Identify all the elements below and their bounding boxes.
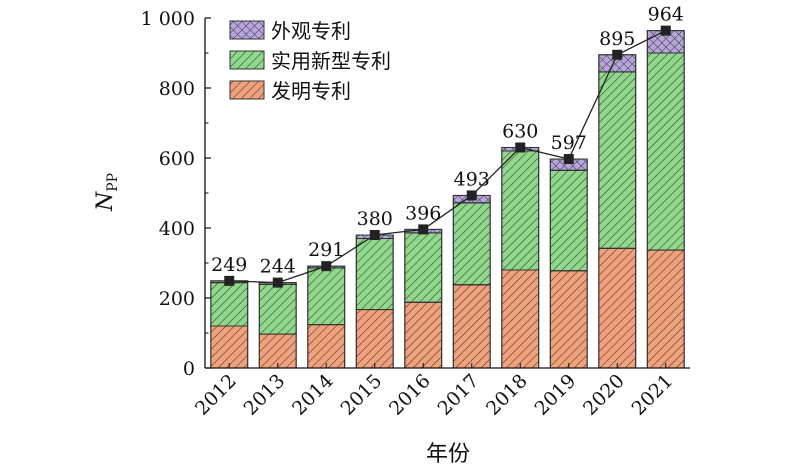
legend-item-design: 外观专利 (229, 19, 351, 43)
total-label-2021: 964 (648, 4, 684, 26)
y-tick-label-0: 0 (183, 358, 195, 380)
total-marker-2014 (321, 261, 332, 272)
bar-hatch-utility-2018 (501, 150, 540, 271)
bar-hatch-invention-2013 (258, 333, 297, 369)
bar-hatch-utility-2014 (307, 267, 346, 326)
x-tick-label-2015: 2015 (337, 370, 387, 420)
legend: 外观专利 实用新型专利 发明专利 (229, 19, 391, 103)
bar-hatch-invention-2012 (210, 325, 249, 369)
total-marker-2021 (660, 25, 671, 36)
bar-hatch-invention-2016 (404, 301, 443, 369)
bar-hatch-utility-2015 (355, 238, 394, 311)
y-tick-label-600: 600 (159, 148, 195, 170)
y-axis-title-main: N (93, 191, 118, 212)
legend-label-design: 外观专利 (271, 19, 351, 43)
bar-hatch-utility-2016 (404, 232, 443, 303)
total-label-2015: 380 (357, 208, 393, 230)
legend-item-utility: 实用新型专利 (229, 49, 391, 73)
bar-hatch-invention-2015 (355, 309, 394, 369)
x-axis-title: 年份 (426, 442, 470, 467)
legend-swatch-design-hatch (229, 20, 265, 40)
bar-hatch-invention-2021 (646, 249, 685, 369)
bar-hatch-invention-2017 (452, 284, 491, 369)
y-tick-label-400: 400 (159, 218, 195, 240)
bar-hatch-utility-2013 (258, 283, 297, 335)
total-marker-2018 (515, 142, 526, 153)
total-label-2018: 630 (502, 121, 538, 143)
legend-swatch-utility-hatch (229, 50, 265, 70)
x-tick-label-2012: 2012 (191, 370, 241, 420)
x-tick-label-2014: 2014 (288, 370, 338, 420)
bar-hatch-utility-2020 (598, 71, 637, 249)
bar-hatch-invention-2020 (598, 247, 637, 369)
legend-swatch-invention-hatch (229, 80, 265, 100)
total-label-2013: 244 (260, 256, 296, 278)
total-label-2017: 493 (454, 168, 490, 190)
total-marker-2019 (563, 154, 574, 165)
x-tick-label-2020: 2020 (579, 370, 629, 420)
x-tick-label-2013: 2013 (240, 370, 290, 420)
total-label-2019: 597 (551, 132, 587, 154)
bar-hatch-utility-2019 (549, 169, 588, 272)
legend-label-invention: 发明专利 (271, 79, 351, 103)
legend-label-utility: 实用新型专利 (271, 49, 391, 73)
x-tick-label-2018: 2018 (482, 370, 532, 420)
total-marker-2020 (612, 49, 623, 60)
bar-hatch-utility-2012 (210, 282, 249, 327)
y-axis-title-subscript: PP (105, 173, 121, 192)
y-tick-label-1000: 1 000 (141, 8, 195, 30)
legend-item-invention: 发明专利 (229, 79, 351, 103)
bar-hatch-invention-2018 (501, 269, 540, 369)
total-label-2012: 249 (211, 254, 247, 276)
x-tick-label-2017: 2017 (434, 370, 484, 420)
total-label-2020: 895 (599, 28, 635, 50)
total-marker-2013 (272, 277, 283, 288)
x-tick-label-2019: 2019 (531, 370, 581, 420)
total-marker-2015 (369, 230, 380, 240)
total-marker-2012 (224, 275, 235, 286)
total-marker-2016 (418, 224, 429, 235)
y-axis-title: NPP (93, 173, 121, 212)
x-tick-label-2021: 2021 (628, 370, 678, 420)
bar-hatch-invention-2019 (549, 270, 588, 369)
total-label-2014: 291 (308, 239, 344, 261)
y-tick-label-200: 200 (159, 288, 195, 310)
total-line (229, 30, 667, 284)
bar-hatch-utility-2021 (646, 52, 685, 251)
bar-hatch-invention-2014 (307, 324, 346, 369)
x-tick-label-2016: 2016 (385, 370, 435, 420)
total-marker-2017 (466, 190, 477, 201)
total-label-2016: 396 (405, 202, 441, 224)
bar-hatch-utility-2017 (452, 202, 491, 286)
y-tick-label-800: 800 (159, 78, 195, 100)
